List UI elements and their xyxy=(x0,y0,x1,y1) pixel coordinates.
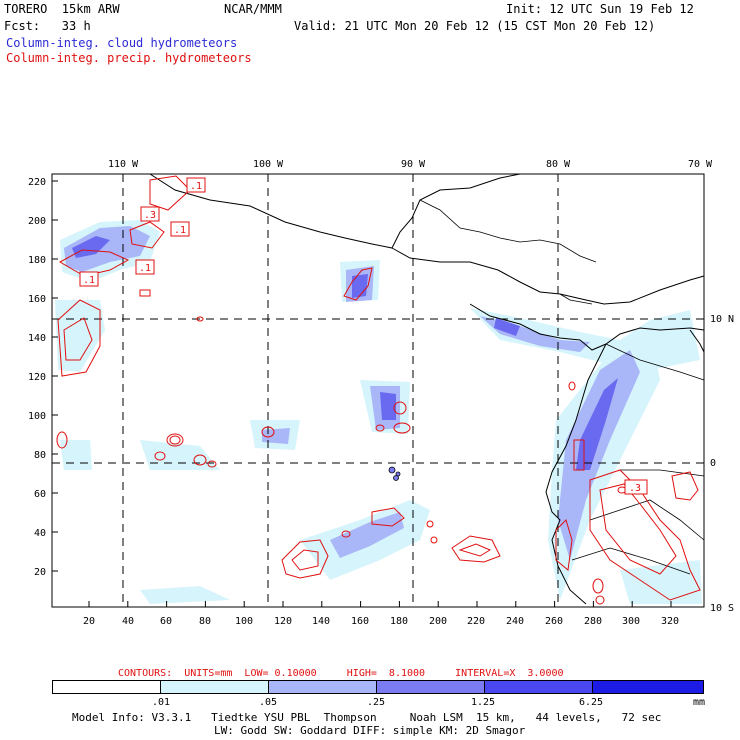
lat-label: 0 xyxy=(710,458,716,469)
field-cloud-label: Column-integ. cloud hydrometeors xyxy=(6,36,238,50)
x-tick-label: 20 xyxy=(83,616,95,627)
colorbar-cell xyxy=(268,681,377,693)
x-tick-label: 100 xyxy=(235,616,253,627)
lat-label: 10 S xyxy=(710,603,734,614)
lon-label: 100 W xyxy=(253,159,284,170)
colorbar-cell xyxy=(592,681,703,693)
country-borders xyxy=(419,199,705,575)
coastline xyxy=(149,173,705,605)
colorbar-cell xyxy=(484,681,593,693)
cloud-shading-dark xyxy=(72,236,618,470)
forecast-hour: Fcst: 33 h xyxy=(4,19,91,33)
organization: NCAR/MMM xyxy=(224,2,282,16)
axis-ticks xyxy=(52,174,705,608)
x-tick-label: 140 xyxy=(312,616,330,627)
x-tick-label: 320 xyxy=(661,616,679,627)
y-tick-label: 40 xyxy=(34,528,46,539)
colorbar-cell xyxy=(376,681,485,693)
y-tick-label: 80 xyxy=(34,450,46,461)
contour-label: .3 xyxy=(629,483,641,494)
contour-label-boxes xyxy=(79,177,648,495)
field-precip-label: Column-integ. precip. hydrometeors xyxy=(6,51,252,65)
y-tick-label: 120 xyxy=(28,372,46,383)
init-time: Init: 12 UTC Sun 19 Feb 12 xyxy=(506,2,694,16)
x-tick-label: 40 xyxy=(122,616,134,627)
y-tick-label: 180 xyxy=(28,255,46,266)
y-tick-label: 220 xyxy=(28,177,46,188)
colorbar-label: .25 xyxy=(367,697,386,708)
x-tick-label: 280 xyxy=(584,616,602,627)
colorbar-cell xyxy=(53,681,160,693)
colorbar-label: 1.25 xyxy=(471,697,496,708)
valid-time: Valid: 21 UTC Mon 20 Feb 12 (15 CST Mon … xyxy=(294,19,656,33)
galapagos-islands xyxy=(388,466,401,481)
lon-label: 90 W xyxy=(401,159,426,170)
x-tick-label: 160 xyxy=(351,616,369,627)
colorbar-label: 6.25 xyxy=(579,697,604,708)
x-tick-label: 200 xyxy=(429,616,447,627)
lon-label: 70 W xyxy=(688,159,713,170)
contour-label: .1 xyxy=(174,225,186,236)
x-tick-label: 80 xyxy=(199,616,211,627)
x-tick-label: 260 xyxy=(545,616,563,627)
lon-label: 80 W xyxy=(546,159,571,170)
contour-label: .3 xyxy=(144,210,156,221)
x-tick-label: 220 xyxy=(467,616,485,627)
x-tick-label: 120 xyxy=(274,616,292,627)
y-tick-label: 60 xyxy=(34,489,46,500)
colorbar-cell xyxy=(160,681,269,693)
y-tick-label: 140 xyxy=(28,333,46,344)
physics-info: LW: Godd SW: Goddard DIFF: simple KM: 2D… xyxy=(214,724,526,737)
model-info: Model Info: V3.3.1 Tiedtke YSU PBL Thomp… xyxy=(72,711,662,724)
colorbar xyxy=(52,680,704,694)
lon-label: 110 W xyxy=(108,159,139,170)
x-tick-label: 240 xyxy=(506,616,524,627)
y-tick-label: 200 xyxy=(28,216,46,227)
model-title: TORERO 15km ARW xyxy=(4,2,120,16)
map-frame xyxy=(51,173,705,608)
contour-label: .1 xyxy=(83,275,95,286)
contour-label: .1 xyxy=(139,263,151,274)
x-tick-label: 300 xyxy=(622,616,640,627)
x-tick-label: 60 xyxy=(160,616,172,627)
y-tick-label: 160 xyxy=(28,294,46,305)
lat-label: 10 N xyxy=(710,314,734,325)
y-tick-label: 100 xyxy=(28,411,46,422)
x-tick-label: 180 xyxy=(390,616,408,627)
colorbar-unit: mm xyxy=(693,697,706,708)
colorbar-label: .01 xyxy=(152,697,171,708)
y-tick-label: 20 xyxy=(34,567,46,578)
lat-lon-grid xyxy=(52,174,704,607)
contour-label: .1 xyxy=(190,181,202,192)
colorbar-label: .05 xyxy=(259,697,278,708)
contour-info: CONTOURS: UNITS=mm LOW= 0.10000 HIGH= 8.… xyxy=(118,668,564,679)
